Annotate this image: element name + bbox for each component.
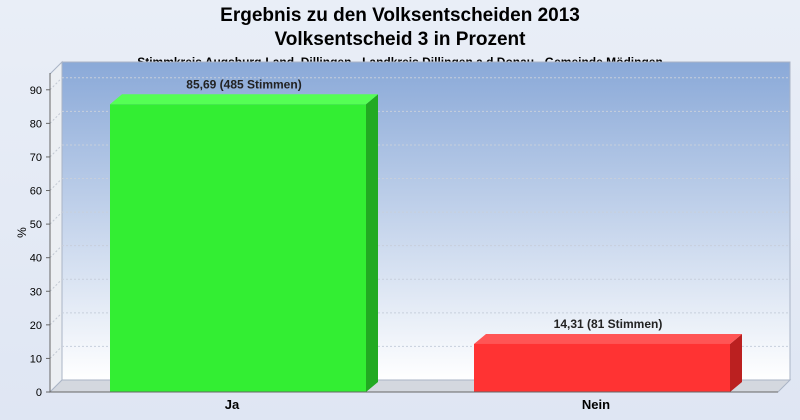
bar-ja	[110, 104, 366, 393]
axes: 0 10 20 30 40 50 60 70 80 90% Ja Nein	[15, 73, 778, 412]
gridline	[49, 111, 63, 124]
gridline	[49, 144, 63, 158]
y-tick-label: 30	[30, 286, 42, 298]
plot-side-wall	[49, 60, 63, 394]
gridline	[49, 178, 63, 191]
x-tick-label: Nein	[582, 397, 610, 412]
chart-subtitle: Volksentscheid 3 in Prozent	[274, 29, 526, 50]
data-label: 14,31 (81 Stimmen)	[554, 317, 663, 331]
y-tick-label: 0	[36, 387, 42, 399]
y-tick-label: 10	[30, 353, 42, 365]
y-tick-label: 60	[30, 186, 42, 198]
bar-side	[730, 333, 742, 392]
bar-top	[474, 333, 742, 344]
bar-side	[366, 94, 378, 393]
x-tick-label: Ja	[225, 397, 240, 412]
y-tick-label: 50	[30, 219, 42, 231]
y-tick-label: 70	[30, 152, 42, 164]
y-axis-label: %	[15, 227, 29, 238]
gridline	[49, 278, 63, 292]
y-tick-label: 40	[30, 253, 42, 265]
gridline	[49, 245, 63, 259]
gridline	[49, 211, 63, 225]
gridline	[49, 77, 63, 91]
y-tick-label: 90	[30, 85, 42, 97]
bar-nein	[474, 343, 730, 392]
chart-title: Ergebnis zu den Volksentscheiden 2013	[220, 5, 580, 26]
bar-top	[110, 94, 378, 105]
data-label: 85,69 (485 Stimmen)	[186, 77, 301, 91]
bars: 85,69 (485 Stimmen) 14,31 (81 Stimmen)	[110, 77, 742, 393]
y-tick-label: 80	[30, 118, 42, 130]
y-tick-label: 20	[30, 320, 42, 332]
gridline	[49, 312, 63, 326]
gridline	[49, 346, 63, 359]
